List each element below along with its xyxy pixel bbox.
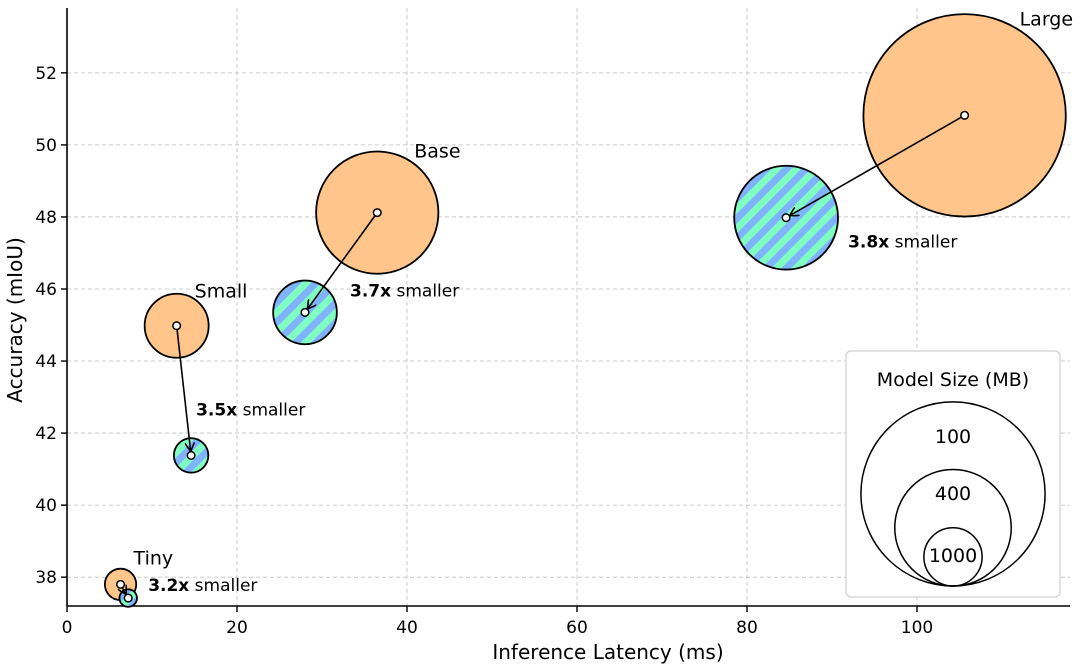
annotation-base: 3.7x smaller [350, 281, 459, 301]
x-tick-label: 0 [62, 618, 73, 638]
y-axis-ticks: 38 40 42 44 46 48 50 52 [35, 64, 67, 588]
center-marker-original [372, 208, 382, 218]
legend-label-1000: 1000 [929, 545, 977, 567]
center-marker-compressed [781, 213, 791, 223]
arrow-large [790, 114, 965, 215]
model-label-base: Base [414, 141, 460, 163]
model-labels: Tiny 3.2x smaller Small 3.5x smaller Base 3.7… [133, 8, 1074, 596]
y-axis-label: Accuracy (mIoU) [3, 237, 27, 403]
legend-box [845, 350, 1061, 598]
x-tick-label: 60 [566, 618, 588, 638]
y-tick-label: 48 [35, 208, 57, 228]
y-tick-label: 40 [35, 496, 57, 516]
x-tick-label: 100 [901, 618, 933, 638]
x-axis-label: Inference Latency (ms) [492, 640, 723, 664]
annotation-factor: 3.8x [848, 233, 889, 253]
arrow-base [307, 212, 378, 310]
annotation-tiny: 3.2x smaller [148, 576, 257, 596]
center-marker-original [116, 579, 126, 589]
annotation-small: 3.5x smaller [196, 400, 305, 420]
x-tick-label: 80 [736, 618, 758, 638]
center-marker-compressed [123, 593, 133, 603]
model-label-large: Large [1020, 8, 1073, 30]
annotation-suffix: smaller [391, 281, 459, 301]
model-label-tiny: Tiny [133, 547, 174, 569]
y-tick-label: 38 [35, 568, 57, 588]
y-tick-label: 46 [35, 280, 57, 300]
legend-circle-100 [923, 527, 983, 587]
size-legend: Model Size (MB) 100 400 1000 [845, 350, 1061, 598]
legend-label-400: 400 [935, 483, 971, 505]
model-label-small: Small [195, 281, 248, 303]
y-tick-label: 44 [35, 352, 57, 372]
annotation-suffix: smaller [889, 233, 957, 253]
annotation-factor: 3.5x [196, 400, 237, 420]
annotation-factor: 3.2x [148, 576, 189, 596]
annotation-suffix: smaller [189, 576, 257, 596]
compression-arrows [116, 110, 970, 603]
center-marker-compressed [300, 307, 310, 317]
annotation-suffix: smaller [237, 400, 305, 420]
y-tick-label: 42 [35, 424, 57, 444]
annotation-large: 3.8x smaller [848, 233, 957, 253]
legend-title: Model Size (MB) [877, 369, 1029, 391]
center-marker-original [172, 321, 182, 331]
arrow-small [175, 325, 191, 452]
y-tick-label: 50 [35, 136, 57, 156]
x-axis-ticks: 0 20 40 60 80 100 [62, 606, 933, 638]
x-tick-label: 20 [226, 618, 248, 638]
x-tick-label: 40 [396, 618, 418, 638]
legend-label-100: 100 [935, 426, 971, 448]
center-marker-original [960, 110, 970, 120]
y-tick-label: 52 [35, 64, 57, 84]
center-marker-compressed [186, 450, 196, 460]
annotation-factor: 3.7x [350, 281, 391, 301]
